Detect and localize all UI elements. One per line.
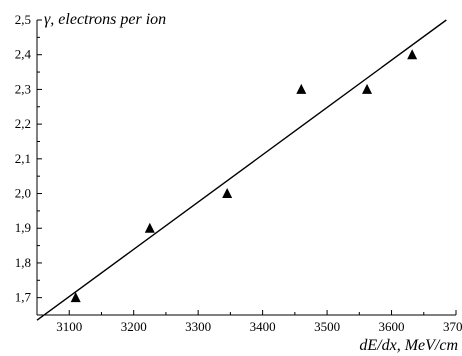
y-tick-label: 1,9 xyxy=(15,220,31,235)
y-tick-label: 2,0 xyxy=(15,186,31,201)
x-tick-label: 3100 xyxy=(56,319,82,334)
x-tick-label: 3200 xyxy=(121,319,147,334)
y-tick-label: 2,3 xyxy=(15,81,31,96)
x-tick-label: 3600 xyxy=(379,319,405,334)
x-tick-label: 3700 xyxy=(443,319,462,334)
y-tick-label: 2,5 xyxy=(15,12,31,27)
axes xyxy=(36,20,456,316)
data-point-triangle xyxy=(222,188,233,199)
fit-line xyxy=(36,19,447,321)
data-points xyxy=(70,49,418,303)
data-point-triangle xyxy=(362,83,373,94)
y-tick-label: 1,7 xyxy=(15,290,32,305)
x-axis-label: dE/dx, MeV/cm xyxy=(359,337,458,354)
x-tick-label: 3400 xyxy=(250,319,276,334)
data-point-triangle xyxy=(70,292,81,303)
fit-line-group xyxy=(36,19,447,321)
y-tick-label: 2,2 xyxy=(15,116,31,131)
x-tick-label: 3500 xyxy=(314,319,340,334)
ticks: 3100 3200 3300 3400 3500 3600 3700 1,7 1,8 1,9 2,0… xyxy=(15,12,462,334)
x-tick-label: 3300 xyxy=(185,319,211,334)
data-point-triangle xyxy=(296,83,307,94)
y-tick-label: 1,8 xyxy=(15,255,31,270)
data-point-triangle xyxy=(407,49,418,60)
y-axis-label: γ, electrons per ion xyxy=(44,11,166,28)
data-point-triangle xyxy=(144,222,155,233)
y-tick-label: 2,4 xyxy=(15,47,32,62)
y-tick-label: 2,1 xyxy=(15,151,31,166)
